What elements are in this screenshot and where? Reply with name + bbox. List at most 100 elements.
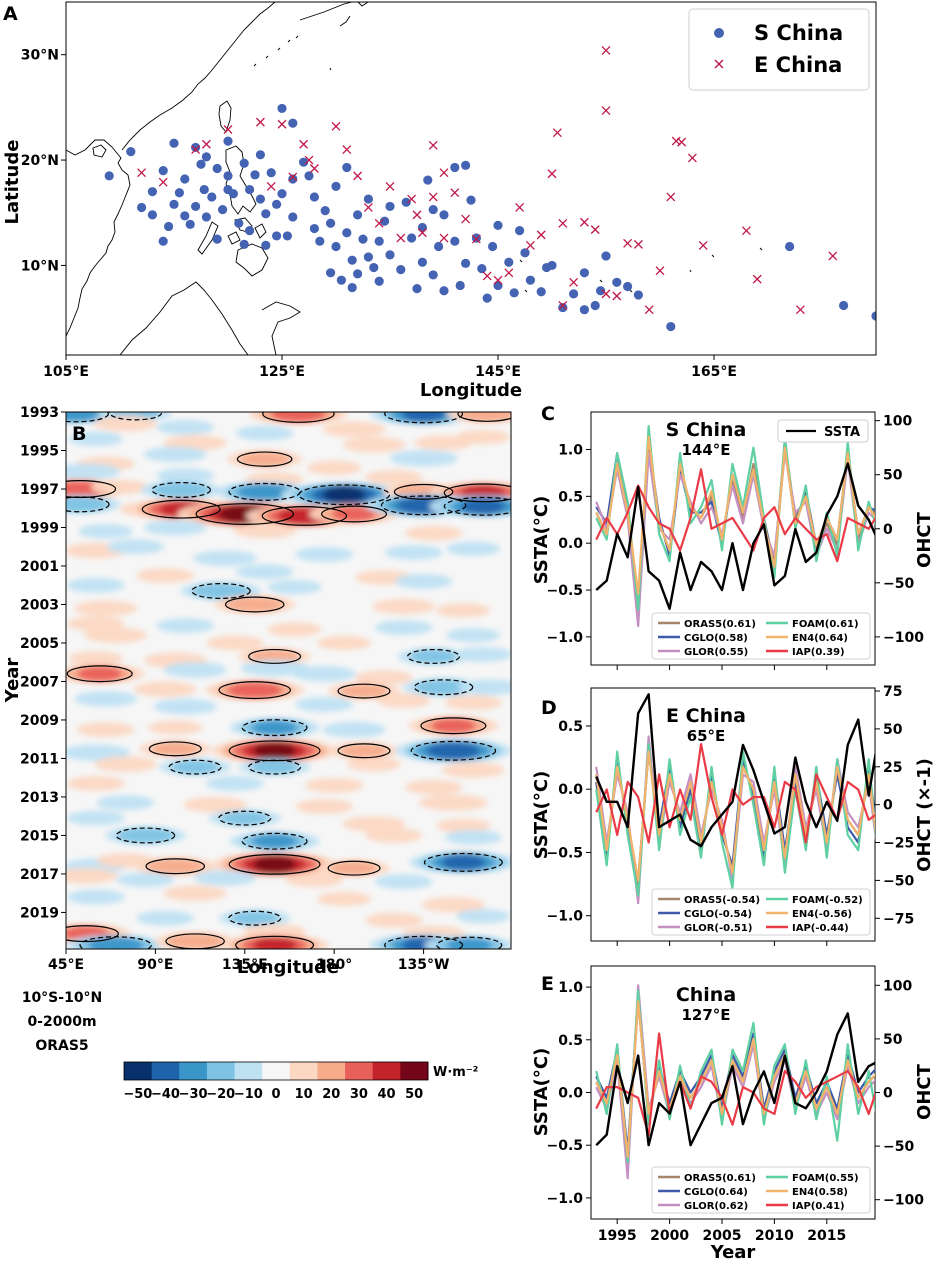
anomaly-patch: [171, 759, 220, 775]
point-s-china: [207, 192, 217, 202]
y-tick-label: 0.0: [558, 536, 583, 552]
point-s-china: [169, 199, 179, 209]
point-e-china: [439, 168, 449, 178]
point-s-china: [466, 195, 476, 205]
anomaly-patch: [156, 618, 214, 634]
anomaly-patch: [364, 828, 423, 843]
legend-label-e-china: E China: [754, 53, 842, 77]
point-s-china: [126, 147, 136, 157]
point-e-china: [342, 145, 352, 154]
anomaly-patch: [372, 598, 436, 615]
y-tick-label: 2005: [20, 636, 59, 652]
point-s-china: [239, 239, 249, 249]
point-s-china: [261, 240, 271, 251]
legend-label-en4: EN4(0.64): [792, 633, 848, 644]
panel-b-info-depth: 0-2000m: [27, 1014, 96, 1030]
anomaly-patch: [66, 810, 125, 826]
contour-line: [195, 503, 294, 525]
heatmap-contours: [66, 412, 511, 949]
point-e-china: [579, 217, 589, 227]
y-tick-label: 0.5: [558, 1033, 583, 1049]
point-s-china: [417, 222, 427, 233]
anomaly-patch: [374, 874, 433, 890]
point-s-china: [369, 262, 379, 273]
panel-e-letter: E: [541, 973, 554, 995]
anomaly-patch: [237, 483, 293, 501]
x-tick-label: 2010: [755, 1228, 794, 1244]
point-s-china: [396, 265, 406, 275]
contour-line: [66, 925, 119, 943]
point-s-china: [347, 255, 357, 265]
anomaly-patch: [66, 868, 118, 884]
y-tick-label: 20°N: [21, 153, 59, 169]
point-s-china: [342, 162, 352, 173]
anomaly-patch: [295, 799, 354, 815]
colorbar-tick-label: −10: [234, 1087, 263, 1102]
legend-marker-e-china: [714, 59, 724, 69]
contour-line: [413, 679, 474, 696]
colorbar-tick-label: −40: [151, 1087, 180, 1102]
anomaly-patch: [68, 431, 123, 447]
y-tick-label: 0.5: [558, 489, 583, 505]
point-s-china: [326, 218, 336, 228]
point-s-china: [520, 248, 530, 258]
panel-e-y2label: OHCT: [914, 1063, 935, 1120]
anomaly-patch: [253, 855, 296, 874]
anomaly-patch: [285, 872, 344, 888]
y-tick-label: 1.0: [558, 442, 583, 458]
point-s-china: [488, 241, 498, 252]
point-s-china: [331, 181, 341, 192]
point-e-china: [633, 239, 643, 249]
point-e-china: [482, 271, 492, 281]
point-s-china: [255, 194, 265, 204]
series-line-en4: [595, 435, 875, 595]
point-e-china: [795, 305, 805, 315]
point-s-china: [147, 187, 157, 197]
y-tick-label: 0.0: [558, 1086, 583, 1102]
point-e-china: [450, 188, 460, 198]
point-e-china: [461, 214, 471, 224]
y2-tick-label: 0: [883, 1086, 893, 1102]
point-s-china: [374, 276, 384, 286]
panel-d-ylabel: SSTA(°C): [531, 771, 552, 860]
anomaly-patch: [419, 794, 488, 811]
panel-e-ylabel: SSTA(°C): [531, 1048, 552, 1137]
legend-label-foam: FOAM(0.55): [792, 1173, 859, 1184]
point-e-china: [428, 140, 438, 150]
series-line-cglo: [595, 994, 875, 1153]
y-tick-label: 1993: [20, 405, 59, 421]
point-s-china: [380, 216, 390, 226]
point-s-china: [180, 211, 190, 221]
anomaly-patch: [235, 564, 294, 580]
point-s-china: [385, 201, 395, 212]
sst-legend-label: SSTA: [824, 425, 860, 440]
anomaly-patch: [166, 933, 225, 949]
point-s-china: [633, 290, 644, 300]
legend-label-cglo: CGLO(0.58): [684, 633, 748, 644]
panel-c-letter: C: [541, 403, 555, 425]
panel-b-info-dataset: ORAS5: [35, 1038, 88, 1054]
point-s-china: [428, 204, 438, 215]
anomaly-patch: [253, 936, 297, 949]
contour-line: [168, 759, 222, 775]
contour-line: [407, 648, 461, 664]
point-e-china: [547, 169, 557, 179]
point-s-china: [461, 258, 471, 268]
anomaly-patch: [253, 741, 296, 760]
borneo-coast: [119, 281, 249, 355]
point-s-china: [191, 142, 201, 153]
panel-e-series: [595, 984, 875, 1180]
anomaly-patch: [240, 659, 309, 677]
anomaly-patch: [153, 698, 217, 715]
colorbar-tick-label: 50: [405, 1087, 423, 1102]
anomaly-patch: [342, 816, 406, 832]
anomaly-patch: [66, 463, 121, 480]
anomaly-patch: [364, 470, 423, 485]
legend-label-oras5: ORAS5(-0.54): [684, 895, 760, 906]
y-tick-label: −0.5: [546, 1138, 583, 1154]
point-s-china: [596, 286, 606, 296]
point-s-china: [504, 257, 514, 267]
x-tick-label: 2005: [703, 1228, 742, 1244]
anomaly-patch: [66, 744, 130, 761]
point-e-china: [493, 275, 503, 285]
